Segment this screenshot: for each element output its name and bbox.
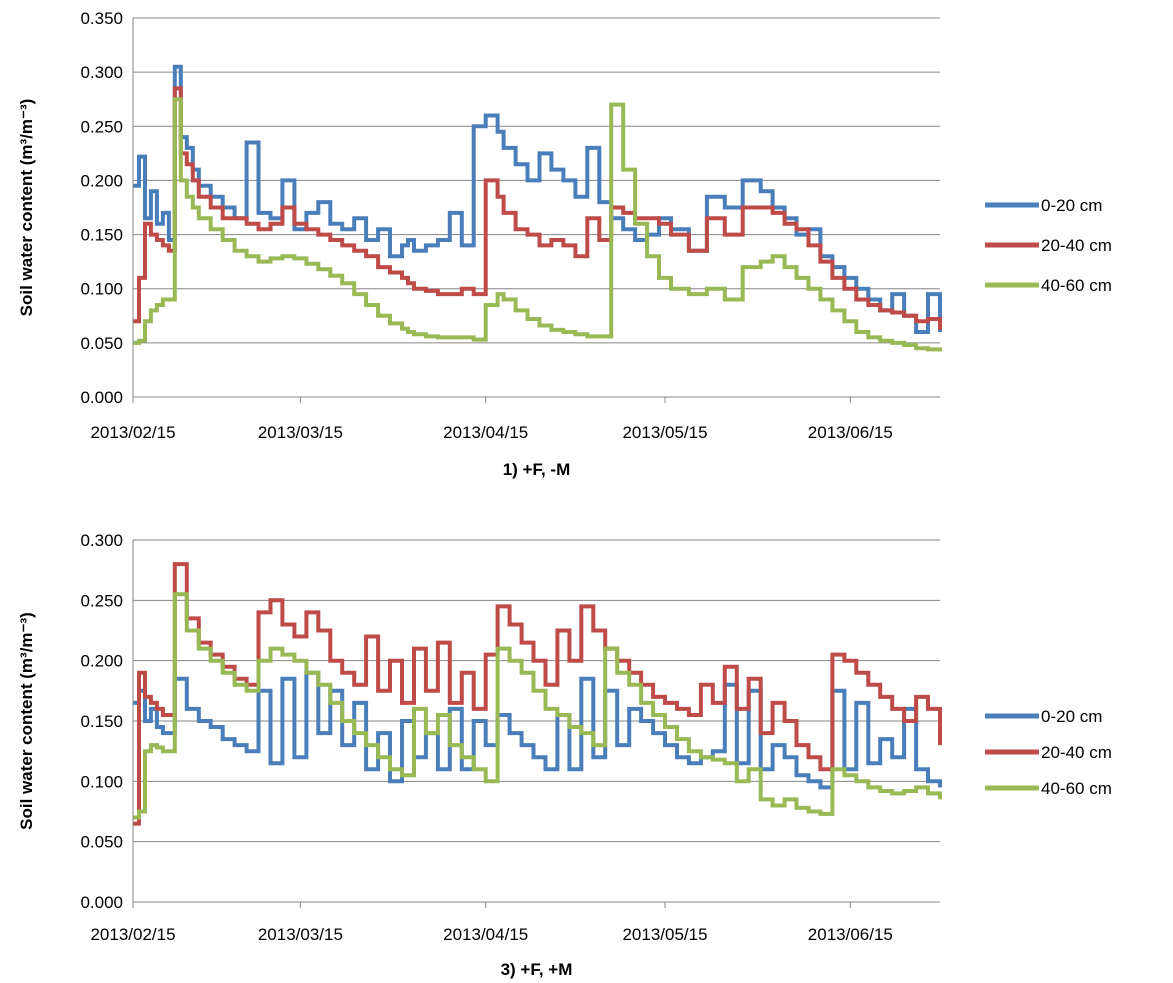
legend-label: 20-40 cm [1041, 236, 1112, 255]
chart-bottom: 0.000 0.050 0.100 0.150 0.200 0.250 0.300 2013… [17, 531, 1112, 979]
series-line-40-60-cm [133, 97, 942, 352]
y-tick-label: 0.300 [80, 531, 123, 550]
x-tick-label: 2013/05/15 [622, 423, 707, 442]
y-tick-label: 0.000 [80, 893, 123, 912]
x-tick-label: 2013/04/15 [443, 423, 528, 442]
y-tick-label: 0.150 [80, 226, 123, 245]
axes [132, 540, 940, 908]
x-tick-label: 2013/06/15 [808, 423, 893, 442]
chart-top: 0.000 0.050 0.100 0.150 0.200 0.250 0.300 0.350… [17, 9, 1112, 479]
series-line-20-40-cm [133, 86, 942, 330]
y-tick-label: 0.000 [80, 388, 123, 407]
legend: 0-20 cm 20-40 cm 40-60 cm [985, 196, 1112, 295]
x-tick-label: 2013/02/15 [90, 925, 175, 944]
series-line-40-60-cm [133, 592, 942, 820]
x-tick-label: 2013/03/15 [258, 925, 343, 944]
axes [132, 18, 940, 403]
series-line-0-20-cm [133, 670, 942, 790]
x-tick-label: 2013/06/15 [808, 925, 893, 944]
y-tick-label: 0.050 [80, 833, 123, 852]
y-axis-title: Soil water content (m³/m⁻³) [17, 99, 36, 317]
legend: 0-20 cm 20-40 cm 40-60 cm [985, 707, 1112, 798]
x-tick-labels: 2013/02/15 2013/03/15 2013/04/15 2013/05/15… [90, 423, 892, 442]
x-tick-label: 2013/05/15 [622, 925, 707, 944]
x-axis-title: 3) +F, +M [501, 960, 573, 979]
legend-label: 20-40 cm [1041, 743, 1112, 762]
y-tick-label: 0.350 [80, 9, 123, 28]
y-tick-label: 0.250 [80, 591, 123, 610]
legend-label: 40-60 cm [1041, 779, 1112, 798]
x-tick-label: 2013/03/15 [258, 423, 343, 442]
x-axis-title: 1) +F, -M [503, 460, 571, 479]
legend-label: 0-20 cm [1041, 196, 1102, 215]
y-tick-labels: 0.000 0.050 0.100 0.150 0.200 0.250 0.300 0.350 [80, 9, 123, 407]
y-tick-label: 0.300 [80, 63, 123, 82]
series-lines [133, 64, 942, 352]
x-tick-label: 2013/02/15 [90, 423, 175, 442]
x-tick-label: 2013/04/15 [443, 925, 528, 944]
legend-label: 0-20 cm [1041, 707, 1102, 726]
y-axis-title: Soil water content (m³/m⁻³) [17, 612, 36, 830]
series-lines [133, 562, 942, 826]
y-tick-label: 0.050 [80, 334, 123, 353]
y-tick-label: 0.100 [80, 772, 123, 791]
y-tick-labels: 0.000 0.050 0.100 0.150 0.200 0.250 0.300 [80, 531, 123, 912]
x-tick-labels: 2013/02/15 2013/03/15 2013/04/15 2013/05/15… [90, 925, 892, 944]
y-tick-label: 0.250 [80, 117, 123, 136]
y-tick-label: 0.150 [80, 712, 123, 731]
y-tick-label: 0.100 [80, 280, 123, 299]
legend-label: 40-60 cm [1041, 276, 1112, 295]
y-tick-label: 0.200 [80, 652, 123, 671]
series-line-20-40-cm [133, 562, 942, 826]
y-tick-label: 0.200 [80, 171, 123, 190]
